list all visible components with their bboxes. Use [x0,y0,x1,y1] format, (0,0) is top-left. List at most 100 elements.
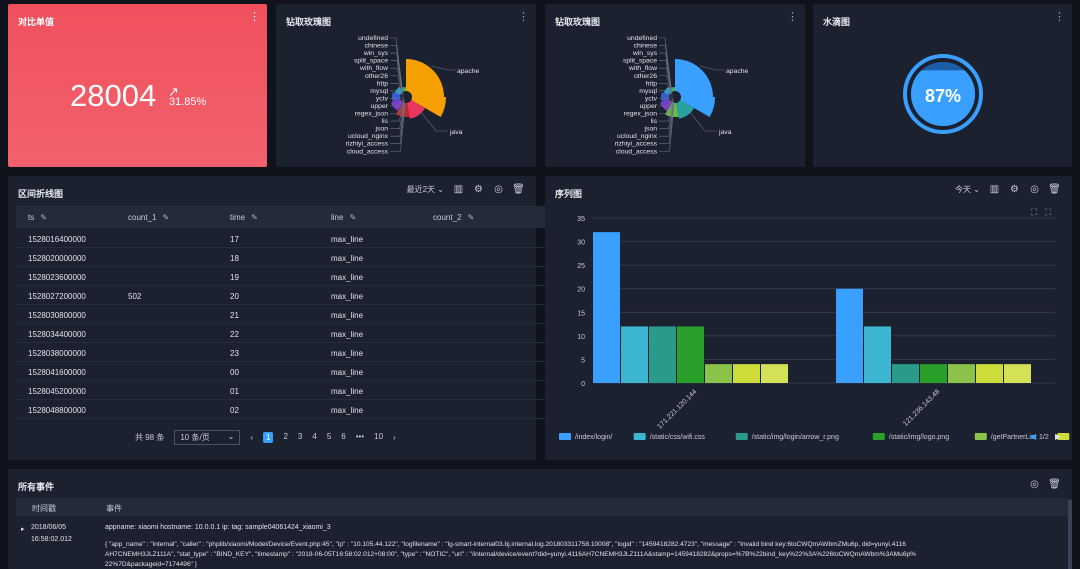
chart-icon[interactable]: ▥ [989,184,1000,195]
more-icon[interactable]: ⋮ [249,11,260,23]
rose-slice[interactable] [661,92,675,102]
table-cell: 1528048800000 [28,406,86,415]
time-range-select[interactable]: 今天 ⌄ [955,185,980,194]
page-button[interactable]: 1 [263,431,274,443]
scrollbar[interactable] [1068,500,1072,569]
bar[interactable] [677,326,704,383]
rose-chart-2[interactable]: undefinedchinesewin_syssplit_spacewith_f… [545,4,805,167]
bar-chart[interactable]: 0 5 10 15 20 25 30 35 171.221.120.144 121.236.143… [545,176,1072,460]
gauge-ring [903,54,983,134]
rose-chart-panel-1: 钻取玫瑰图 ⋮ undefined chinese win_sys split_spa… [276,4,536,167]
interval-title: 区间折线图 [18,189,64,199]
legend-prev-icon[interactable]: ◀ [1030,432,1037,441]
table-row: 1528048800000 02 max_line [16,400,1070,419]
rose-leader-line [430,65,456,71]
rose-slice[interactable] [406,97,446,117]
edit-icon[interactable]: ✎ [349,213,357,222]
legend-swatch[interactable] [974,433,987,440]
legend-label[interactable]: /getPartnerList [991,434,1037,441]
edit-icon[interactable]: ✎ [467,213,475,222]
rose-label: cloud_access [347,148,389,155]
water-drop-title: 水滴图 [823,17,851,27]
page-button[interactable]: 10 [374,431,384,441]
bar[interactable] [948,364,975,383]
page-button[interactable]: ••• [355,431,365,441]
prev-page-button[interactable]: ‹ [250,432,254,442]
expand-icon[interactable]: ▸ [21,526,25,533]
edit-icon[interactable]: ✎ [162,213,170,222]
rose-slice[interactable] [675,97,695,119]
page-button[interactable]: 5 [326,431,332,441]
bar[interactable] [892,364,919,383]
legend-swatch[interactable] [1057,433,1070,440]
legend-label[interactable]: /index/login/ [575,434,612,441]
gear-icon[interactable]: ⚙ [1010,184,1019,195]
col-count2[interactable]: count_2 ✎ [433,213,475,222]
next-page-button[interactable]: › [393,432,396,442]
bar[interactable] [920,364,947,383]
bar[interactable] [864,326,891,383]
legend-next-icon[interactable]: ▶ [1055,432,1062,441]
gauge-fill [911,70,975,126]
bar[interactable] [761,364,788,383]
rose-label: chinese [634,43,658,50]
rose-slice[interactable] [675,59,713,97]
col-ts[interactable]: ts ✎ [28,213,47,222]
gear-icon[interactable]: ⚙ [474,184,483,195]
legend-label[interactable]: /static/css/wifi.css [650,434,706,441]
legend-label[interactable]: /static/img/logo.png [889,434,949,441]
rose-slice[interactable] [675,97,715,117]
rose-leader-line [390,67,404,92]
col-timestamp: 时间戳 [32,504,56,513]
time-range-select[interactable]: 最近2天 ⌄ [407,184,444,195]
legend-swatch[interactable] [633,433,646,440]
settings-circle-icon[interactable]: ◎ [1030,479,1039,490]
legend-label[interactable]: /static/img/login/arrow_r.png [752,434,839,441]
legend-swatch[interactable] [872,433,885,440]
bar[interactable] [1004,364,1031,383]
chart-icon[interactable]: ▥ [453,184,464,195]
bar[interactable] [733,364,760,383]
settings-circle-icon[interactable]: ◎ [1030,184,1039,195]
more-icon[interactable]: ⋮ [1054,11,1065,23]
col-time[interactable]: time ✎ [230,213,258,222]
bar[interactable] [649,326,676,383]
col-count1[interactable]: count_1 ✎ [128,213,170,222]
trash-icon[interactable]: 🗑 [1048,479,1061,490]
rose-slice[interactable] [406,59,444,97]
y-tick-label: 0 [581,381,585,388]
rose-label: regex_json [355,111,388,118]
page-button[interactable]: 4 [312,431,317,441]
rose-leader-line [390,90,404,96]
bar[interactable] [976,364,1003,383]
table-row: 1528038000000 23 max_line [16,343,1070,362]
col-line[interactable]: line ✎ [331,213,357,222]
time-range-label: 最近2天 [406,185,436,194]
trash-icon[interactable]: 🗑 [512,184,525,195]
more-icon[interactable]: ⋮ [518,11,529,23]
more-icon[interactable]: ⋮ [787,11,798,23]
bar[interactable] [705,364,732,383]
edit-icon[interactable]: ✎ [40,213,47,222]
bar[interactable] [593,232,620,383]
zoom-icon[interactable]: ⛶ [1030,207,1038,217]
rose-label: regex_json [624,111,657,118]
restore-icon[interactable]: ⛶ [1044,207,1052,217]
trash-icon[interactable]: 🗑 [1048,184,1061,195]
legend-swatch[interactable] [735,433,748,440]
page-button[interactable]: 2 [283,431,288,441]
edit-icon[interactable]: ✎ [251,213,258,222]
settings-circle-icon[interactable]: ◎ [494,184,503,195]
rose-chart-1[interactable]: undefinedchinesewin_syssplit_spacewith_f… [276,4,536,167]
page-button[interactable]: 6 [341,431,346,441]
bar[interactable] [621,326,648,383]
bar[interactable] [836,288,863,383]
page-button[interactable]: 3 [297,431,303,441]
table-cell: 21 [230,311,239,320]
rose-label: json [375,126,389,133]
page-size-select[interactable]: 10 条/页 ⌄ [174,429,241,445]
legend-swatch[interactable] [559,433,571,440]
rose-label: other26 [365,73,388,80]
rose-slice[interactable] [392,92,406,102]
rose-slice[interactable] [406,97,426,119]
